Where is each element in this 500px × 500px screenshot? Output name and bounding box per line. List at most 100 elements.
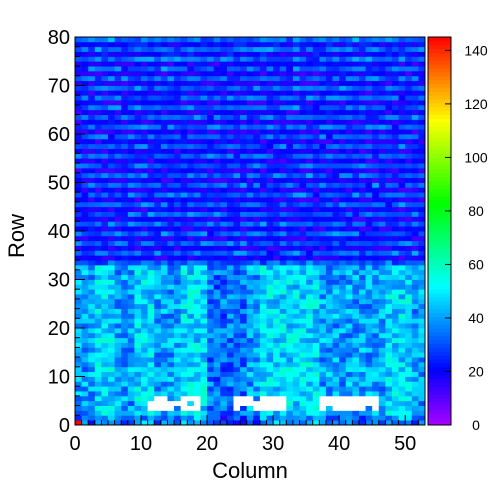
heatmap-cell xyxy=(345,109,353,115)
heatmap-cell xyxy=(187,269,195,276)
heatmap-cell xyxy=(134,134,142,140)
heatmap-cell xyxy=(378,148,386,154)
heatmap-cell xyxy=(94,405,102,411)
heatmap-cell xyxy=(114,158,122,164)
heatmap-cell xyxy=(259,143,267,149)
heatmap-cell xyxy=(240,366,248,373)
colorbar-segment xyxy=(428,277,451,282)
heatmap-cell xyxy=(154,75,162,82)
heatmap-cell xyxy=(286,245,294,251)
heatmap-cell xyxy=(398,235,406,242)
colorbar-segment xyxy=(428,331,451,337)
heatmap-cell xyxy=(319,211,327,217)
heatmap-cell xyxy=(75,163,82,169)
heatmap-cell xyxy=(75,119,82,125)
heatmap-cell xyxy=(286,182,294,188)
heatmap-cell xyxy=(174,395,182,402)
heatmap-cell xyxy=(391,298,399,305)
heatmap-cell xyxy=(121,216,129,222)
heatmap-cell xyxy=(345,395,353,402)
heatmap-cell xyxy=(372,245,380,251)
heatmap-cell xyxy=(226,119,234,125)
heatmap-cell xyxy=(174,381,182,387)
heatmap-cell xyxy=(358,206,366,212)
heatmap-cell xyxy=(306,85,314,91)
heatmap-cell xyxy=(121,187,129,193)
heatmap-cell xyxy=(147,395,155,402)
heatmap-cell xyxy=(273,366,281,373)
heatmap-cell xyxy=(81,177,89,183)
heatmap-cell xyxy=(319,303,327,309)
heatmap-cell xyxy=(187,46,195,52)
heatmap-cell xyxy=(101,167,109,174)
heatmap-cell xyxy=(372,260,380,266)
heatmap-cell xyxy=(418,405,426,411)
heatmap-cell xyxy=(167,332,175,339)
heatmap-cell xyxy=(134,124,142,130)
heatmap-cell xyxy=(286,119,294,125)
colorbar-tick-label: 80 xyxy=(468,203,484,219)
heatmap-cell xyxy=(325,313,333,319)
heatmap-cell xyxy=(352,245,360,251)
heatmap-cell xyxy=(391,182,399,188)
heatmap-cell xyxy=(233,391,241,397)
heatmap-cell xyxy=(306,90,314,96)
heatmap-cell xyxy=(372,148,380,154)
heatmap-cell xyxy=(101,303,109,309)
heatmap-cell xyxy=(174,80,182,86)
heatmap-cell xyxy=(220,41,228,48)
heatmap-cell xyxy=(398,328,406,334)
heatmap-cell xyxy=(147,75,155,82)
heatmap-cell xyxy=(325,206,333,212)
heatmap-cell xyxy=(292,250,300,256)
heatmap-cell xyxy=(147,206,155,212)
heatmap-cell xyxy=(319,391,327,397)
heatmap-cell xyxy=(259,298,267,305)
heatmap-cell xyxy=(114,66,122,72)
heatmap-cell xyxy=(200,342,208,348)
heatmap-cell xyxy=(253,381,261,387)
heatmap-cell xyxy=(114,371,122,377)
heatmap-cell xyxy=(114,109,122,115)
heatmap-cell xyxy=(259,250,267,256)
heatmap-cell xyxy=(372,381,380,387)
heatmap-cell xyxy=(114,342,122,348)
heatmap-cell xyxy=(286,352,294,358)
heatmap-cell xyxy=(405,371,413,377)
heatmap-cell xyxy=(279,124,287,130)
heatmap-cell xyxy=(101,386,109,392)
heatmap-cell xyxy=(174,85,182,91)
heatmap-cell xyxy=(127,85,135,91)
heatmap-cell xyxy=(352,211,360,217)
heatmap-cell xyxy=(94,148,102,154)
heatmap-cell xyxy=(418,415,426,421)
heatmap-cell xyxy=(405,235,413,242)
heatmap-cell xyxy=(193,143,201,149)
heatmap-cell xyxy=(108,138,116,145)
heatmap-cell xyxy=(240,187,248,193)
heatmap-cell xyxy=(75,235,82,242)
heatmap-cell xyxy=(259,172,267,179)
heatmap-cell xyxy=(411,328,419,334)
heatmap-cell xyxy=(306,70,314,77)
heatmap-cell xyxy=(88,332,96,339)
heatmap-cell xyxy=(233,357,241,363)
heatmap-cell xyxy=(75,187,82,193)
heatmap-cell xyxy=(339,80,347,86)
heatmap-cell xyxy=(240,172,248,179)
heatmap-cell xyxy=(240,143,248,149)
heatmap-cell xyxy=(352,250,360,256)
heatmap-cell xyxy=(134,260,142,266)
heatmap-cell xyxy=(352,284,360,290)
heatmap-cell xyxy=(180,279,188,285)
heatmap-cell xyxy=(286,80,294,86)
heatmap-cell xyxy=(266,381,274,387)
heatmap-cell xyxy=(193,95,201,101)
heatmap-cell xyxy=(286,269,294,276)
heatmap-cell xyxy=(411,395,419,402)
heatmap-cell xyxy=(325,357,333,363)
heatmap-cell xyxy=(141,192,149,198)
heatmap-cell xyxy=(286,75,294,82)
heatmap-cell xyxy=(121,177,129,183)
heatmap-cell xyxy=(81,323,89,329)
